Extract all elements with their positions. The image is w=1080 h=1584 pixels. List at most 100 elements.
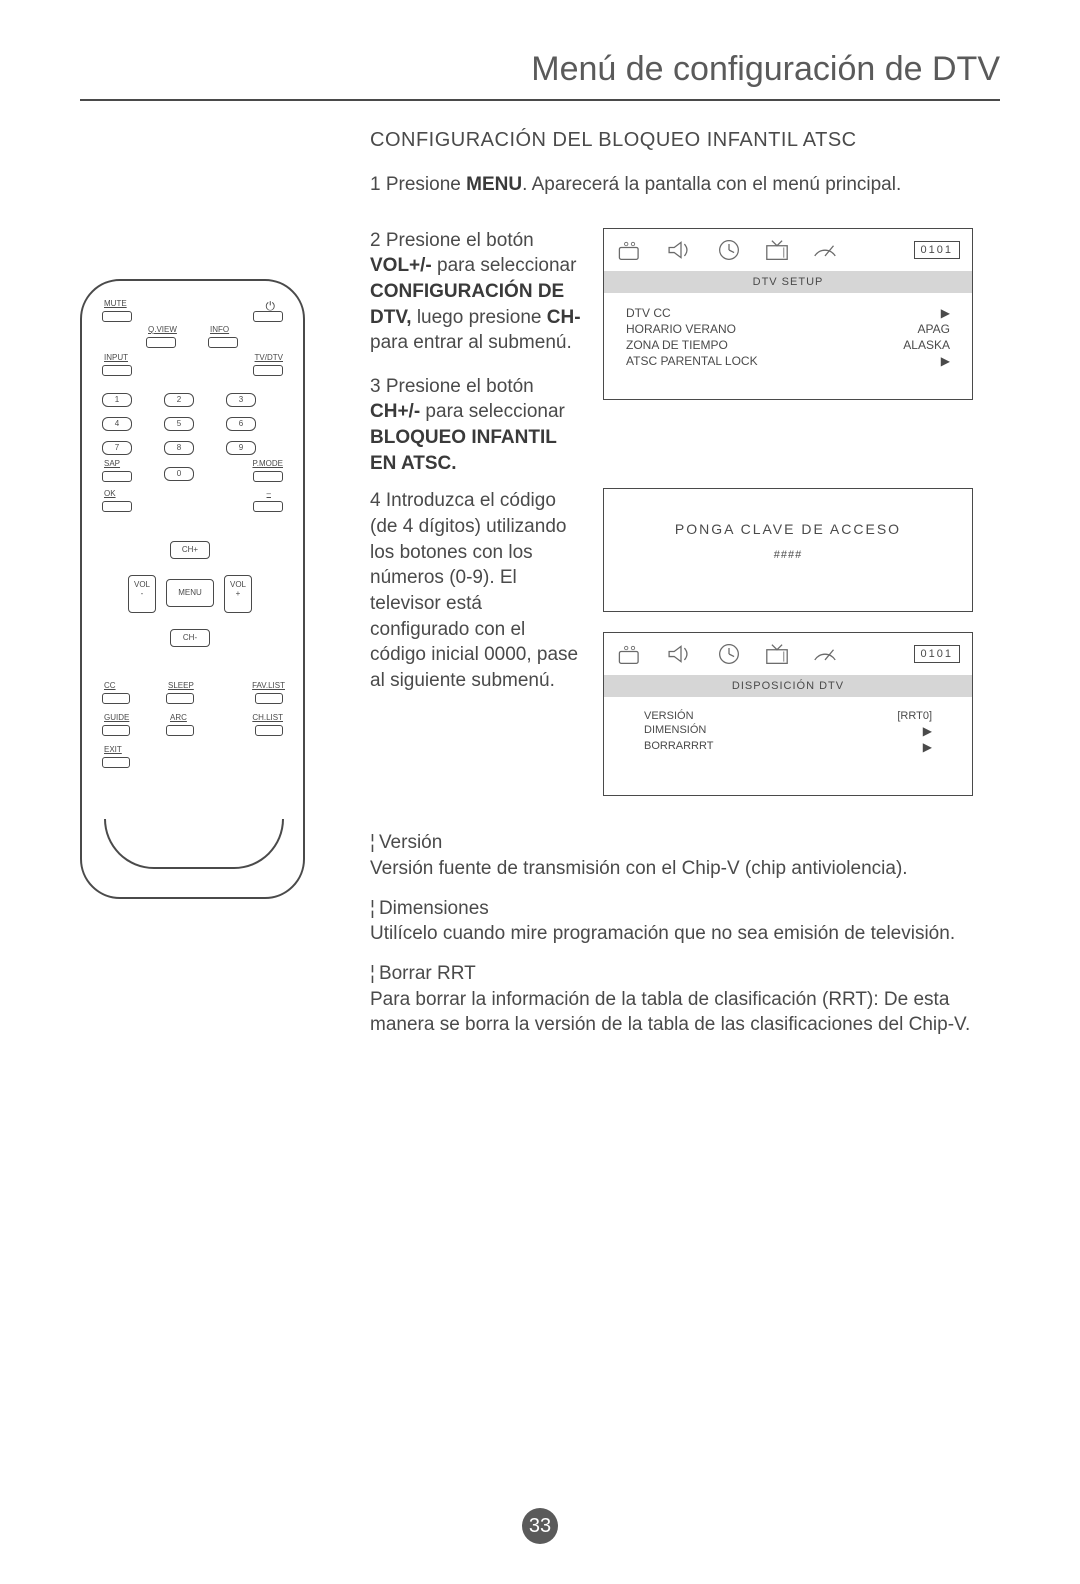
dish-icon (808, 641, 842, 667)
remote-label-qview: Q.VIEW (148, 325, 177, 334)
table-row: ZONA DE TIEMPOALASKA (626, 337, 950, 353)
remote-ok-button[interactable] (102, 501, 132, 512)
remote-menu-button[interactable]: MENU (166, 579, 214, 607)
cell-r: APAG (918, 322, 950, 336)
s3a: 3 Presione el botón (370, 376, 534, 397)
remote-num-9[interactable]: 9 (226, 441, 256, 455)
s2e: luego presione (412, 307, 547, 328)
remote-label-ok: OK (104, 489, 116, 498)
remote-arc-button[interactable] (166, 725, 194, 736)
remote-pmode-button[interactable] (253, 471, 283, 482)
screens-col-2: PONGA CLAVE DE ACCESO #### 0101 (603, 488, 1000, 816)
dish-icon (808, 237, 842, 263)
step1-b: MENU (466, 174, 522, 195)
remote-label-arc: ARC (170, 713, 187, 722)
screen-1: 0101 DTV SETUP DTV CC▶ HORARIO VERANO APA… (603, 228, 1000, 477)
cell-r: ▶ (941, 306, 950, 320)
def-version: ¦Versión Versión fuente de transmisión c… (370, 830, 1000, 881)
remote-num-2[interactable]: 2 (164, 393, 194, 407)
step1-c: . Aparecerá la pantalla con el menú prin… (522, 174, 901, 195)
bullet-bar: ¦ (370, 832, 375, 853)
remote-volminus-button[interactable]: VOL - (128, 575, 156, 613)
remote-favlist-button[interactable] (255, 693, 283, 704)
tvbox-password: PONGA CLAVE DE ACCESO #### (603, 488, 973, 612)
speaker-icon (664, 641, 698, 667)
bullet-bar: ¦ (370, 898, 375, 919)
def-borrar-rrt: ¦Borrar RRT Para borrar la información d… (370, 961, 1000, 1038)
remote-num-8[interactable]: 8 (164, 441, 194, 455)
remote-cc-button[interactable] (102, 693, 130, 704)
s2a: 2 Presione el botón (370, 230, 534, 251)
page-title: Menú de configuración de DTV (80, 50, 1000, 101)
remote-label-info: INFO (210, 325, 229, 334)
remote-label-favlist: FAV.LIST (252, 681, 285, 690)
tvbox-dispo: 0101 DISPOSICIÓN DTV VERSIÓN[RRT0] DIMEN… (603, 632, 973, 796)
remote-label-cc: CC (104, 681, 116, 690)
remote-num-5[interactable]: 5 (164, 417, 194, 431)
definitions: ¦Versión Versión fuente de transmisión c… (370, 830, 1000, 1037)
remote-power-button[interactable] (253, 311, 283, 322)
remote-label-input: INPUT (104, 353, 128, 362)
remote-input-button[interactable] (102, 365, 132, 376)
cell-l: VERSIÓN (644, 710, 694, 722)
cell-r: ▶ (923, 740, 932, 754)
remote-num-3[interactable]: 3 (226, 393, 256, 407)
remote-num-4[interactable]: 4 (102, 417, 132, 431)
table-row: DTV CC▶ (626, 305, 950, 321)
s2g: para entrar al submenú. (370, 332, 572, 353)
step-2-3-row: 2 Presione el botón VOL+/- para seleccio… (370, 228, 1000, 477)
content-area: MUTE ⏻ Q.VIEW INFO INPUT TV/DTV 1 2 3 4 … (80, 129, 1000, 1052)
table-row: VERSIÓN [RRT0] (644, 709, 932, 723)
remote-sap-button[interactable] (102, 471, 132, 482)
tvbox-title: DTV SETUP (604, 271, 972, 293)
remote-dash-button[interactable] (253, 501, 283, 512)
remote-sleep-button[interactable] (166, 693, 194, 704)
s3d: BLOQUEO INFANTIL EN ATSC. (370, 427, 556, 474)
speaker-icon (664, 237, 698, 263)
tvbox-dispo-body: VERSIÓN[RRT0] DIMENSIÓN▶ BORRARRRT▶ (604, 697, 972, 795)
remote-label-pmode: P.MODE (252, 459, 283, 468)
remote-chlist-button[interactable] (255, 725, 283, 736)
remote-info-button[interactable] (208, 337, 238, 348)
remote-num-0[interactable]: 0 (164, 467, 194, 481)
remote-tvdtv-button[interactable] (253, 365, 283, 376)
remote-qview-button[interactable] (146, 337, 176, 348)
remote-chplus-button[interactable]: CH+ (170, 541, 210, 559)
remote-label-dash: – (267, 489, 271, 498)
def-rrt-title: Borrar RRT (379, 963, 476, 984)
s2b: VOL+/- (370, 255, 432, 276)
def-dimensiones: ¦Dimensiones Utilícelo cuando mire progr… (370, 896, 1000, 947)
video-icon (616, 237, 650, 263)
section-heading: CONFIGURACIÓN DEL BLOQUEO INFANTIL ATSC (370, 129, 1000, 152)
remote-num-7[interactable]: 7 (102, 441, 132, 455)
tv-icon (760, 237, 794, 263)
tvbox-iconrow-2: 0101 (604, 633, 972, 675)
remote-guide-button[interactable] (102, 725, 130, 736)
remote-diagram: MUTE ⏻ Q.VIEW INFO INPUT TV/DTV 1 2 3 4 … (80, 279, 305, 899)
cell-l: HORARIO VERANO (626, 322, 736, 336)
remote-label-sap: SAP (104, 459, 120, 468)
cell-r: [RRT0] (897, 710, 932, 722)
remote-num-6[interactable]: 6 (226, 417, 256, 431)
clock-icon (712, 641, 746, 667)
s2c: para seleccionar (432, 255, 577, 276)
cell-r: ALASKA (903, 338, 950, 352)
def-rrt-body: Para borrar la información de la tabla d… (370, 989, 970, 1036)
remote-chminus-button[interactable]: CH- (170, 629, 210, 647)
tvbox-iconrow: 0101 (604, 229, 972, 271)
remote-volplus-button[interactable]: VOL + (224, 575, 252, 613)
video-icon (616, 641, 650, 667)
steps-2-3-text: 2 Presione el botón VOL+/- para seleccio… (370, 228, 585, 477)
page-number-badge: 33 (522, 1508, 558, 1544)
bullet-bar: ¦ (370, 963, 375, 984)
remote-label-guide: GUIDE (104, 713, 129, 722)
remote-label-exit: EXIT (104, 745, 122, 754)
s3b: CH+/- (370, 401, 420, 422)
remote-exit-button[interactable] (102, 757, 130, 768)
remote-num-1[interactable]: 1 (102, 393, 132, 407)
password-body: PONGA CLAVE DE ACCESO #### (604, 489, 972, 611)
cell-l: ATSC PARENTAL LOCK (626, 354, 758, 368)
remote-column: MUTE ⏻ Q.VIEW INFO INPUT TV/DTV 1 2 3 4 … (80, 129, 340, 1052)
remote-mute-button[interactable] (102, 311, 132, 322)
remote-label-tvdtv: TV/DTV (255, 353, 283, 362)
